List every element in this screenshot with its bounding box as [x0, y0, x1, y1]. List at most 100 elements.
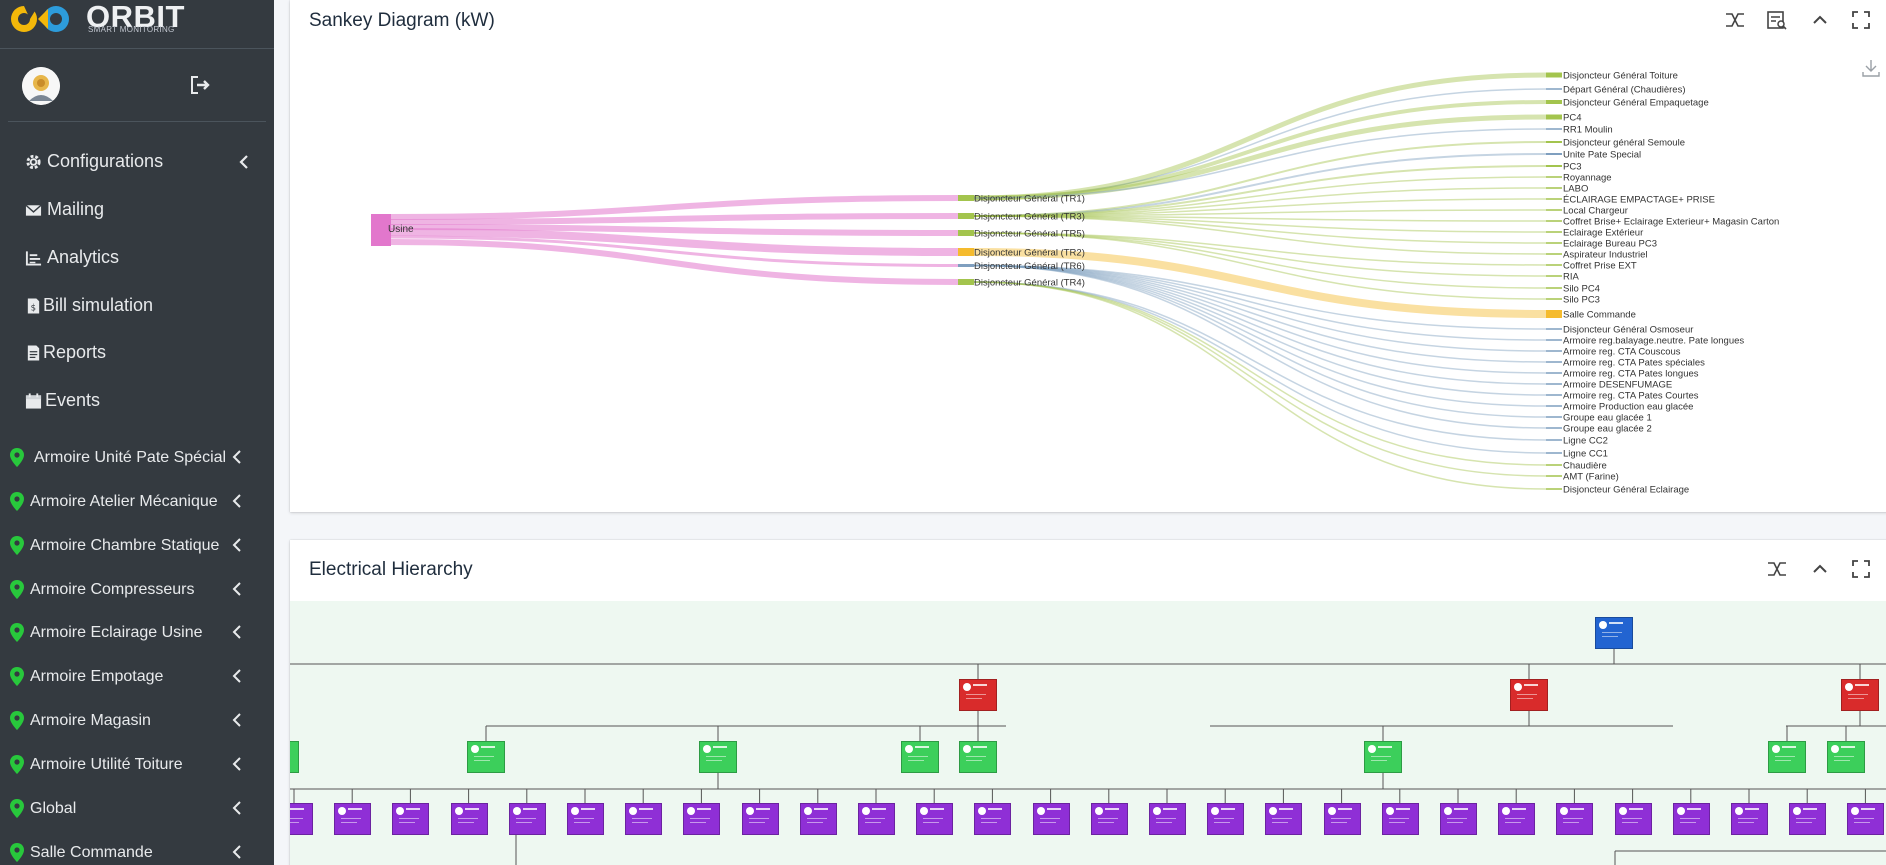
hierarchy-node-level3[interactable]	[1440, 803, 1477, 835]
logout-icon[interactable]	[188, 73, 212, 97]
device-icon	[1793, 807, 1802, 815]
chart-toggle-icon[interactable]	[1766, 558, 1788, 580]
hierarchy-node-level3[interactable]	[1149, 803, 1186, 835]
sankey-mid-label: Disjoncteur Général (TR5)	[974, 229, 1085, 240]
hierarchy-node-level3[interactable]	[683, 803, 721, 835]
hierarchy-node-level3[interactable]	[1381, 803, 1419, 835]
sidebar-device-salle-commande[interactable]: Salle Commande	[0, 833, 274, 865]
hierarchy-node-level3[interactable]	[1731, 803, 1768, 835]
sankey-target-label: Chaudière	[1563, 461, 1607, 472]
node-text-line	[515, 822, 532, 823]
hierarchy-node-level3[interactable]	[392, 803, 430, 835]
hierarchy-node-level1[interactable]	[1841, 679, 1879, 711]
chart-toggle-icon[interactable]	[1724, 9, 1746, 31]
hierarchy-node-level3[interactable]	[858, 803, 895, 835]
avatar[interactable]	[22, 67, 60, 105]
hierarchy-node-level2[interactable]	[467, 741, 505, 773]
sankey-target-label: Départ Général (Chaudières)	[1563, 85, 1686, 96]
hierarchy-node-level3[interactable]	[799, 803, 837, 835]
data-view-icon[interactable]	[1766, 9, 1788, 31]
sankey-target-label: LABO	[1563, 184, 1588, 195]
node-text-line	[1563, 822, 1580, 823]
sankey-node-mid	[958, 264, 974, 267]
sidebar-item-reports[interactable]: Reports	[0, 331, 274, 375]
sidebar-device-armoire-chambre-statique[interactable]: Armoire Chambre Statique	[0, 526, 274, 566]
hierarchy-node-level3[interactable]	[1556, 803, 1594, 835]
hierarchy-node-level1[interactable]	[959, 679, 997, 711]
hierarchy-node-level3[interactable]	[567, 803, 604, 835]
sankey-diagram: Usine Disjoncteur Général (TR1) Disjoncteu…	[371, 71, 1779, 496]
sankey-link	[973, 232, 1547, 289]
sankey-target-label: Eclairage Extérieur	[1563, 228, 1643, 239]
device-icon	[338, 807, 347, 815]
hierarchy-node-level3[interactable]	[625, 803, 663, 835]
hierarchy-node-level2[interactable]	[1827, 741, 1865, 773]
node-text-line	[1447, 818, 1467, 819]
node-text-line	[806, 818, 827, 819]
node-text-line	[1512, 808, 1527, 810]
fullscreen-icon[interactable]	[1850, 9, 1872, 31]
sidebar-device-armoire-empotage[interactable]: Armoire Empotage	[0, 657, 274, 697]
node-text-line	[1848, 694, 1868, 695]
sidebar-device-global[interactable]: Global	[0, 789, 274, 829]
sidebar-device-armoire-compresseurs[interactable]: Armoire Compresseurs	[0, 570, 274, 610]
sidebar-device-label: Global	[30, 800, 77, 817]
device-icon	[1444, 807, 1452, 815]
node-text-line	[973, 684, 987, 686]
node-text-line	[1745, 808, 1759, 810]
hierarchy-node-level2[interactable]	[901, 741, 939, 773]
sidebar-item-analytics[interactable]: Analytics	[0, 236, 274, 280]
node-text-line	[706, 756, 726, 757]
hierarchy-node-level3[interactable]	[450, 803, 488, 835]
hierarchy-node-level2[interactable]	[959, 741, 997, 773]
download-icon[interactable]	[1860, 57, 1882, 79]
node-text-line	[930, 808, 945, 810]
sidebar-device-armoire-atelier-mecanique[interactable]: Armoire Atelier Mécanique	[0, 482, 274, 522]
node-text-line	[1679, 822, 1696, 823]
map-marker-icon	[10, 448, 24, 467]
sankey-mid-label: Disjoncteur Général (TR4)	[974, 278, 1085, 289]
node-text-line	[1388, 818, 1409, 819]
sidebar-item-events[interactable]: Events	[0, 379, 274, 423]
sidebar-device-armoire-unite-pate-special[interactable]: Armoire Unité Pate Spécial	[0, 438, 274, 478]
collapse-icon[interactable]	[1809, 9, 1831, 31]
collapse-icon[interactable]	[1809, 558, 1831, 580]
sidebar-item-bill-simulation[interactable]: $ Bill simulation	[0, 284, 274, 328]
sankey-mid-label: Disjoncteur Général (TR2)	[974, 248, 1085, 259]
sidebar-item-mailing[interactable]: Mailing	[0, 188, 274, 232]
hierarchy-node-root[interactable]	[1595, 617, 1633, 649]
hierarchy-node-level3[interactable]	[1498, 803, 1536, 835]
hierarchy-node-level3[interactable]	[1090, 803, 1128, 835]
hierarchy-node-level3[interactable]	[1032, 803, 1070, 835]
hierarchy-node-level2[interactable]	[1364, 741, 1402, 773]
hierarchy-node-level2[interactable]	[290, 741, 299, 773]
sidebar-device-armoire-magasin[interactable]: Armoire Magasin	[0, 701, 274, 741]
hierarchy-node-level2[interactable]	[1768, 741, 1806, 773]
sankey-target-label: Groupe eau glacée 1	[1563, 413, 1652, 424]
file-icon	[27, 345, 40, 361]
sidebar-device-armoire-eclairage-usine[interactable]: Armoire Eclairage Usine	[0, 613, 274, 653]
hierarchy-node-level3[interactable]	[1614, 803, 1652, 835]
brand[interactable]: ORBIT SMART MONITORING	[0, 0, 274, 49]
hierarchy-node-level3[interactable]	[1207, 803, 1245, 835]
hierarchy-node-level3[interactable]	[1265, 803, 1303, 835]
hierarchy-node-level3[interactable]	[916, 803, 954, 835]
hierarchy-node-level3[interactable]	[1323, 803, 1361, 835]
hierarchy-node-level2[interactable]	[699, 741, 737, 773]
hierarchy-node-level3[interactable]	[974, 803, 1012, 835]
sidebar-item-configurations[interactable]: Configurations	[0, 140, 274, 184]
hierarchy-node-level1[interactable]	[1510, 679, 1548, 711]
hierarchy-node-level3[interactable]	[290, 803, 313, 835]
fullscreen-icon[interactable]	[1850, 558, 1872, 580]
hierarchy-node-level3[interactable]	[741, 803, 779, 835]
node-text-line	[1621, 822, 1638, 823]
sidebar-device-armoire-utilite-toiture[interactable]: Armoire Utilité Toiture	[0, 745, 274, 785]
hierarchy-node-level3[interactable]	[508, 803, 546, 835]
hierarchy-node-level3[interactable]	[1672, 803, 1710, 835]
node-text-line	[474, 760, 490, 761]
node-text-line	[1602, 636, 1618, 637]
hierarchy-node-level3[interactable]	[334, 803, 372, 835]
hierarchy-node-level3[interactable]	[1847, 803, 1885, 835]
device-icon	[803, 807, 812, 815]
hierarchy-node-level3[interactable]	[1789, 803, 1827, 835]
